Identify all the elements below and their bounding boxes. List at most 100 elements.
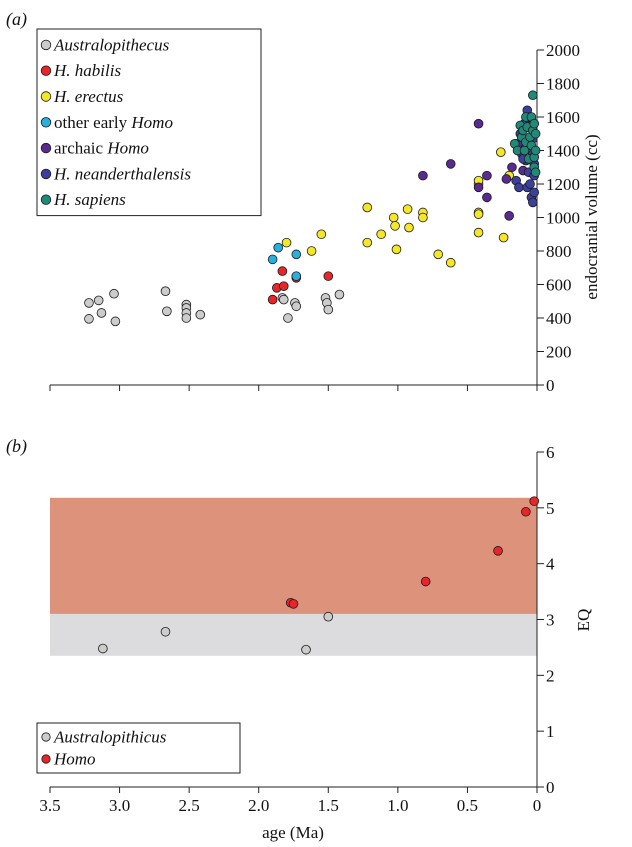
a-legend-marker-h-sapiens — [40, 194, 52, 205]
a-point-h-erectus — [473, 209, 484, 219]
b-x-tick-label: 0.5 — [457, 796, 478, 815]
a-point-australopithecus — [109, 288, 119, 299]
a-point-h-erectus — [281, 237, 292, 248]
b-y-tick-label: 3 — [546, 611, 555, 630]
a-point-australopithecus — [283, 313, 293, 323]
a-point-h-erectus — [376, 229, 386, 240]
b-y-tick-label: 5 — [546, 499, 555, 518]
b-band-0 — [50, 613, 537, 656]
a-point-h-habilis — [267, 294, 278, 305]
b-y-tick-label: 2 — [546, 666, 555, 685]
a-y-tick-label: 200 — [546, 343, 572, 362]
a-legend-label-h-erectus: H. erectus — [53, 87, 124, 106]
a-point-h-sapiens — [529, 118, 540, 129]
panel-a: (a) 0 200 400 600 800 1000 1200 1400 1600 1800 200… — [6, 9, 601, 395]
a-legend-label-other-early-homo: other early Homo — [54, 113, 173, 132]
a-point-archaic-homo — [418, 170, 428, 181]
a-y-tick-label: 600 — [546, 276, 572, 295]
a-legend-marker-h-neanderthalensis — [40, 168, 52, 180]
a-legend — [36, 28, 262, 217]
panel-b-label: (b) — [6, 436, 27, 457]
a-point-australopithecus — [160, 286, 171, 297]
b-point-australopithicus — [323, 611, 334, 622]
a-y-tick-label: 2000 — [546, 41, 580, 60]
a-point-h-erectus — [306, 246, 317, 256]
a-y-tick-label: 1600 — [546, 108, 580, 127]
a-legend-marker-h-erectus — [40, 91, 52, 102]
a-point-h-erectus — [498, 232, 509, 243]
a-point-other-early-homo — [291, 271, 302, 281]
b-y-tick-label: 1 — [546, 722, 555, 741]
b-y-tick-label: 6 — [546, 443, 555, 462]
a-legend-label-h-neanderthalensis: H. neanderthalensis — [53, 164, 191, 183]
b-legend-marker-australopithicus — [41, 732, 51, 742]
a-point-other-early-homo — [291, 249, 302, 260]
a-y-tick-label: 1200 — [546, 175, 580, 194]
panel-a-y-label: endocranial volume (cc) — [582, 134, 601, 299]
a-point-h-erectus — [316, 229, 327, 240]
a-legend-marker-australopithecus — [40, 39, 52, 51]
b-point-australopithicus — [301, 644, 311, 655]
a-point-h-erectus — [388, 212, 399, 223]
a-point-australopithecus — [96, 308, 107, 318]
a-y-tick-label: 400 — [546, 309, 572, 328]
b-legend-label-australopithicus: Australopithicus — [53, 728, 167, 747]
a-point-other-early-homo — [273, 242, 283, 253]
a-point-australopithecus — [278, 294, 289, 305]
a-point-australopithecus — [84, 314, 94, 324]
a-point-h-erectus — [496, 147, 506, 157]
a-point-h-neanderthalensis — [528, 197, 538, 208]
panel-b-x-label: age (Ma) — [262, 823, 324, 842]
a-legend-label-australopithecus: Australopithecus — [53, 35, 170, 54]
a-point-h-sapiens — [530, 167, 541, 178]
b-x-tick-label: 3.5 — [39, 796, 60, 815]
a-point-h-erectus — [362, 202, 373, 213]
a-point-archaic-homo — [482, 170, 492, 181]
a-y-tick-label: 0 — [546, 376, 555, 395]
a-point-h-habilis — [278, 281, 289, 291]
a-point-h-erectus — [433, 249, 444, 260]
b-point-homo — [288, 599, 299, 609]
panel-b: (b) 3.5 3.0 2.5 2.0 1.5 1.0 0.5 0 0 1 2 3 4 5 6 age (… — [6, 436, 593, 842]
b-legend — [36, 722, 241, 774]
a-point-h-neanderthalensis — [514, 182, 524, 193]
a-legend-marker-other-early-homo — [40, 117, 52, 128]
a-point-archaic-homo — [501, 174, 512, 184]
b-y-tick-label: 4 — [546, 555, 555, 574]
a-point-australopithecus — [291, 301, 302, 312]
a-legend-label-h-sapiens: H. sapiens — [53, 190, 126, 209]
b-point-homo — [529, 496, 540, 506]
a-point-h-neanderthalensis — [529, 187, 540, 198]
a-point-archaic-homo — [507, 162, 517, 173]
a-point-h-erectus — [390, 221, 400, 231]
a-point-h-sapiens — [530, 145, 541, 156]
a-legend-marker-archaic-homo — [40, 142, 52, 154]
b-point-australopithicus — [98, 643, 108, 654]
a-legend-label-archaic-homo: archaic Homo — [54, 139, 149, 158]
panel-b-y-label: EQ — [574, 609, 593, 632]
b-legend-label-homo: Homo — [53, 750, 96, 769]
a-point-australopithecus — [162, 306, 172, 317]
a-point-h-sapiens — [528, 90, 538, 101]
a-point-australopithecus — [195, 309, 206, 320]
b-point-homo — [521, 506, 531, 517]
b-point-australopithicus — [160, 626, 171, 637]
a-point-h-erectus — [418, 212, 428, 223]
a-y-tick-label: 1800 — [546, 75, 580, 94]
a-point-archaic-homo — [473, 118, 484, 129]
a-point-h-habilis — [323, 271, 334, 281]
a-point-archaic-homo — [445, 159, 456, 169]
a-point-archaic-homo — [473, 182, 484, 193]
b-x-tick-label: 2.5 — [179, 796, 200, 815]
a-legend-label-h-habilis: H. habilis — [53, 61, 121, 80]
b-x-tick-label: 1.5 — [318, 796, 339, 815]
a-point-h-erectus — [391, 244, 402, 255]
a-point-archaic-homo — [504, 211, 514, 221]
a-point-h-erectus — [402, 204, 413, 214]
b-legend-marker-homo — [41, 754, 51, 764]
a-point-h-erectus — [404, 222, 414, 233]
b-y-tick-label: 0 — [546, 778, 555, 797]
a-y-tick-label: 1400 — [546, 142, 580, 161]
a-legend-marker-h-habilis — [40, 65, 52, 76]
